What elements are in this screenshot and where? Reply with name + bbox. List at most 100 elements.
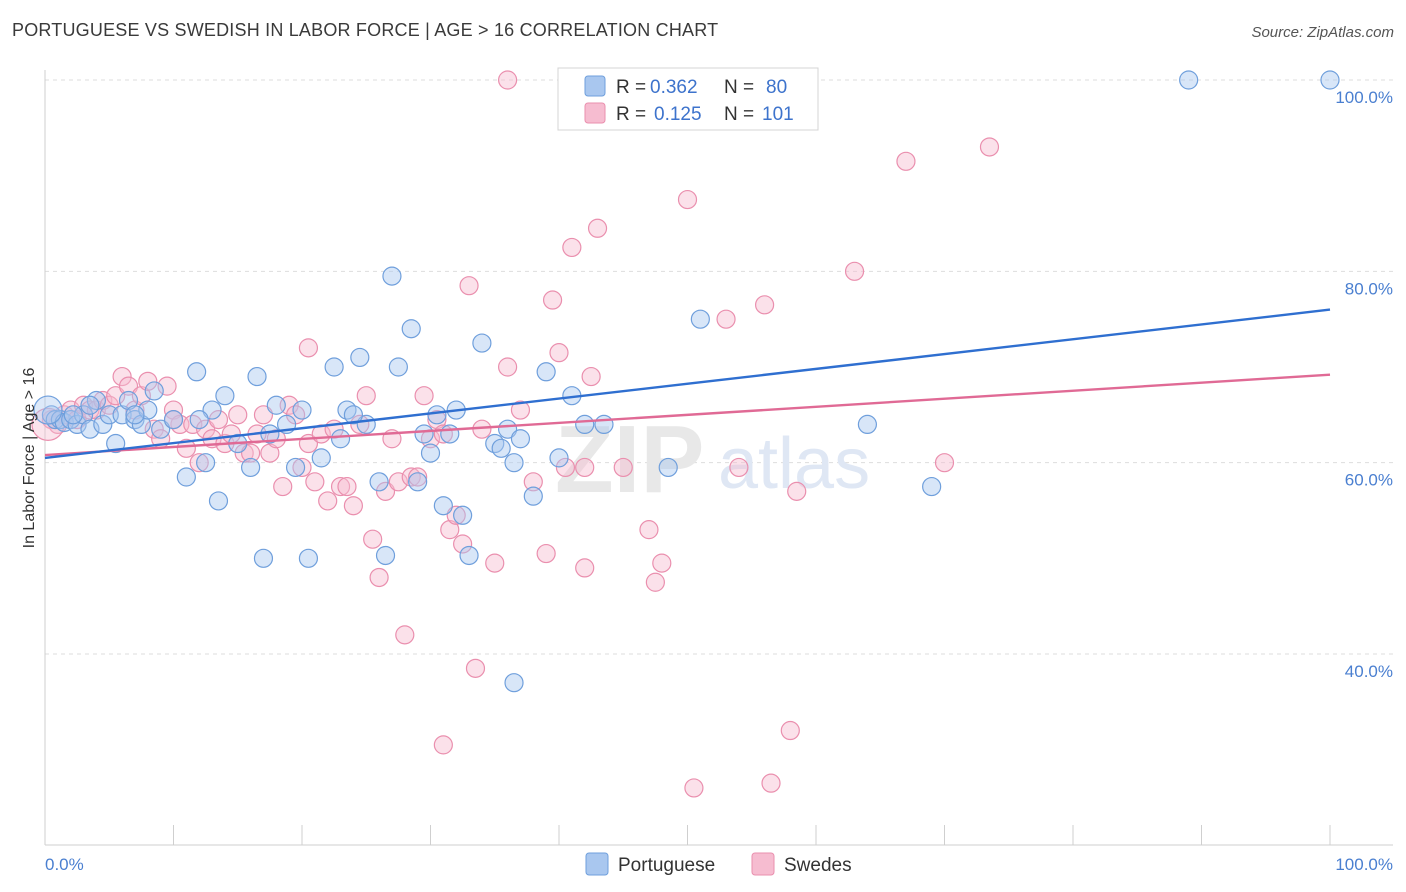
swedes-point <box>555 457 576 478</box>
swedes-point <box>716 309 736 329</box>
portuguese-point <box>73 405 94 425</box>
portuguese-point <box>208 491 229 511</box>
portuguese-point <box>857 414 878 434</box>
x-ticks <box>44 825 1331 845</box>
swedes-point <box>639 520 659 540</box>
portuguese-point <box>594 414 614 434</box>
swedes-point <box>273 476 293 497</box>
portuguese-point <box>80 395 100 415</box>
swedes-point <box>979 137 1000 157</box>
swedes-point <box>369 567 389 588</box>
swedes-point <box>253 405 274 425</box>
portuguese-point <box>241 457 261 478</box>
swedes-point <box>844 261 865 281</box>
swedes-point <box>446 505 466 525</box>
portuguese-point <box>67 414 87 434</box>
bottom-legend-label-portuguese: Portuguese <box>618 855 715 876</box>
swedes-point <box>305 472 325 492</box>
portuguese-point <box>388 357 408 377</box>
swedes-point <box>112 366 132 387</box>
legend-r-label-portuguese: R = <box>616 77 646 98</box>
portuguese-point <box>433 496 453 516</box>
portuguese-point <box>118 390 139 411</box>
swedes-point <box>414 386 434 406</box>
legend-r-value-portuguese: 0.362 <box>650 77 698 98</box>
portuguese-point <box>523 486 543 506</box>
swedes-point <box>677 189 698 210</box>
swedes-point <box>542 290 563 310</box>
portuguese-point <box>350 347 370 368</box>
portuguese-point <box>504 673 524 693</box>
swedes-point <box>761 773 781 793</box>
swedes-point <box>343 496 363 516</box>
y-tick-labels: 40.0% 60.0% 80.0% 100.0% <box>1335 88 1393 681</box>
swedes-point <box>440 520 460 540</box>
portuguese-point <box>138 400 158 420</box>
swedes-point <box>575 457 595 478</box>
y-tick-label-60: 60.0% <box>1345 471 1393 490</box>
swedes-point <box>729 457 749 478</box>
swedes-point <box>157 376 177 396</box>
portuguese-point <box>125 405 145 425</box>
portuguese-point <box>215 386 235 406</box>
legend-n-value-portuguese: 80 <box>766 77 787 98</box>
portuguese-point <box>33 395 63 425</box>
portuguese-point <box>408 472 428 492</box>
swedes-point <box>234 443 254 463</box>
portuguese-point <box>176 467 196 487</box>
portuguese-point <box>80 419 100 439</box>
swedes-point <box>645 572 665 592</box>
bottom-legend-label-swedes: Swedes <box>784 855 852 876</box>
swedes-point <box>613 457 633 478</box>
bottom-legend-swatch-swedes <box>751 852 775 876</box>
watermark-atlas: atlas <box>718 424 870 504</box>
portuguese-point <box>285 457 306 478</box>
swedes-point <box>896 151 916 171</box>
y-tick-label-80: 80.0% <box>1345 279 1393 298</box>
portuguese-point <box>658 457 678 478</box>
portuguese-point <box>189 410 209 430</box>
portuguese-point <box>298 548 319 568</box>
swedes-point <box>189 453 209 473</box>
legend-swatch-swedes <box>584 102 606 124</box>
swedes-point <box>337 476 357 497</box>
swedes-point <box>260 443 280 463</box>
swedes-point <box>562 237 582 258</box>
swedes-point <box>106 386 126 406</box>
portuguese-point <box>151 419 171 439</box>
swedes-point <box>228 405 248 425</box>
portuguese-point <box>330 429 351 449</box>
swedes-point <box>292 457 312 478</box>
portuguese-point <box>420 443 441 463</box>
gridlines <box>45 79 1393 655</box>
swedes-point <box>465 658 486 678</box>
swedes-point <box>241 443 261 463</box>
swedes-point <box>652 553 672 573</box>
x-tick-label-max: 100.0% <box>1335 855 1393 874</box>
portuguese-point <box>375 545 396 566</box>
portuguese-point <box>253 548 274 568</box>
y-tick-label-100: 100.0% <box>1335 88 1393 107</box>
portuguese-point <box>324 357 344 377</box>
portuguese-point <box>472 333 492 353</box>
portuguese-trendline <box>44 308 1331 460</box>
portuguese-point <box>922 476 942 497</box>
swedes-point <box>523 472 543 492</box>
swedes-point <box>581 366 601 387</box>
portuguese-point <box>510 429 531 449</box>
portuguese-point <box>196 453 216 473</box>
legend-r-value-swedes: 0.125 <box>654 104 702 125</box>
swedes-point <box>427 410 447 430</box>
swedes-point <box>780 720 800 741</box>
portuguese-point <box>202 400 222 420</box>
portuguese-point <box>292 400 312 420</box>
legend-n-value-swedes: 101 <box>762 104 794 125</box>
portuguese-point <box>187 362 207 382</box>
portuguese-point <box>549 448 569 468</box>
portuguese-point <box>93 414 113 434</box>
swedes-point <box>485 553 505 573</box>
swedes-point <box>330 476 351 497</box>
swedes-point <box>131 386 151 406</box>
swedes-point <box>587 218 608 238</box>
